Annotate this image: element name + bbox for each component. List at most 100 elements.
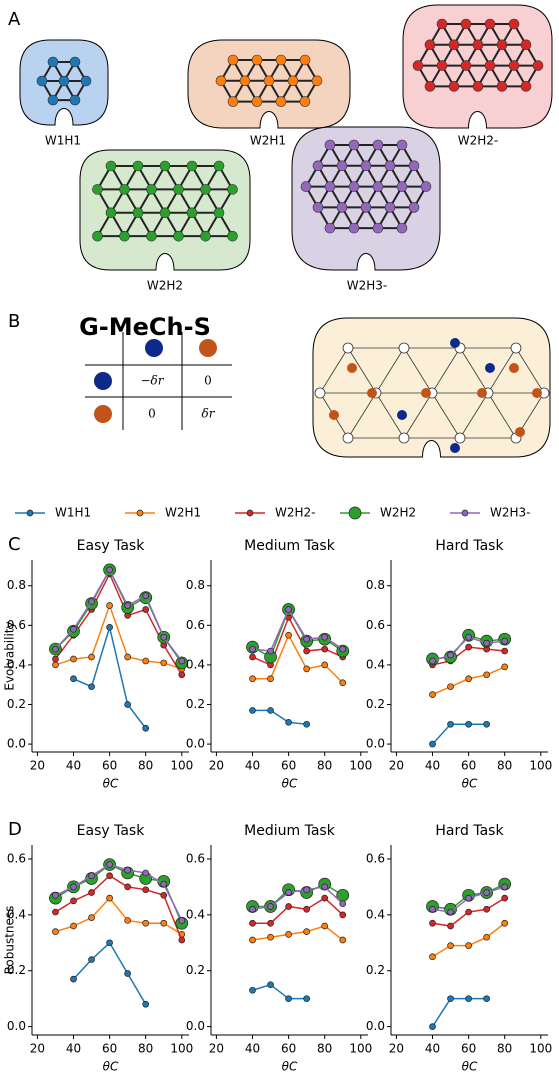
y-tick-label: 0.6 [366,618,385,632]
data-point [465,643,472,651]
data-point [339,900,347,908]
node [348,139,360,151]
data-point [429,953,436,961]
y-tick-label: 0.0 [366,1019,385,1033]
node [436,60,448,71]
data-point [285,631,292,639]
node [275,96,287,107]
data-point [285,995,292,1003]
node [372,181,384,192]
x-tick-label: 100 [349,759,372,773]
node [420,181,432,192]
chart-title: Easy Task [77,823,146,839]
data-point [88,598,95,605]
node [227,54,239,66]
panel-label: D [8,819,22,840]
diagram-edge [319,347,349,394]
data-point [447,922,454,930]
diagram-edge [515,347,545,394]
data-point [501,894,509,902]
node [159,207,171,219]
data-point [483,720,490,728]
node [324,139,336,151]
node [460,18,472,30]
node [520,39,532,51]
model-title: G-MeCh-S [79,313,211,341]
x-tick-label: 20 [30,759,45,773]
x-axis-label: θC [282,1060,298,1074]
data-point [88,653,95,661]
x-tick-label: 100 [170,1042,193,1056]
node [312,202,324,213]
data-point [447,942,454,949]
x-tick-label: 60 [102,759,117,773]
chart-title: Hard Task [435,538,504,554]
data-point [124,917,131,924]
y-tick-label: 0.6 [186,618,205,632]
node [348,222,360,234]
data-point [429,657,436,665]
diagram-edge [375,347,405,394]
panel-label: B [8,311,20,332]
legend-label: W2H1 [165,506,201,520]
node [508,18,520,30]
diagram-blob [312,317,551,458]
data-point [88,683,95,691]
legend-label: W1H1 [55,506,91,520]
data-point [124,970,131,977]
node [384,160,396,172]
x-tick-label: 60 [281,759,296,773]
data-point [447,720,454,728]
node [300,181,312,192]
node [472,81,484,92]
data-point [52,645,59,653]
data-point [321,661,329,669]
data-point [249,905,256,913]
node [484,60,496,71]
data-point [52,928,59,935]
node [484,18,496,30]
data-point [52,908,59,916]
x-tick-label: 20 [209,759,224,773]
node [159,160,171,172]
data-point [483,639,490,647]
data-point [178,917,186,924]
x-tick-label: 40 [425,1042,440,1056]
data-point [501,647,509,655]
data-point [429,1023,436,1030]
node [58,75,70,87]
data-point [106,894,113,902]
y-tick-label: 0.0 [7,1019,26,1033]
data-point [249,707,256,714]
data-point [249,919,256,927]
y-tick-label: 0.4 [186,907,205,921]
diagram-node [454,432,466,444]
node [47,94,59,106]
data-point [465,633,472,641]
chart-title: Hard Task [435,823,504,839]
x-tick-label: 80 [497,759,512,773]
node [408,202,420,213]
node [508,60,520,71]
y-tick-label: 0.0 [7,737,26,751]
data-point [52,891,59,899]
data-point [447,683,454,691]
chart-title: Medium Task [244,823,336,839]
node [311,75,323,87]
x-tick-label: 20 [30,1042,45,1056]
diagram-edge [403,392,433,439]
data-point [447,908,454,916]
series-line [252,983,307,1000]
node [80,75,92,87]
diagram-edge [403,347,433,394]
node [173,184,184,195]
data-point [267,707,274,714]
diagram-edge [375,392,405,439]
network [291,126,441,271]
node [92,184,103,195]
data-point [447,651,454,659]
y-tick-label: 0.2 [7,963,26,977]
y-tick-label: 0.4 [7,657,26,671]
spin-node [477,388,487,398]
